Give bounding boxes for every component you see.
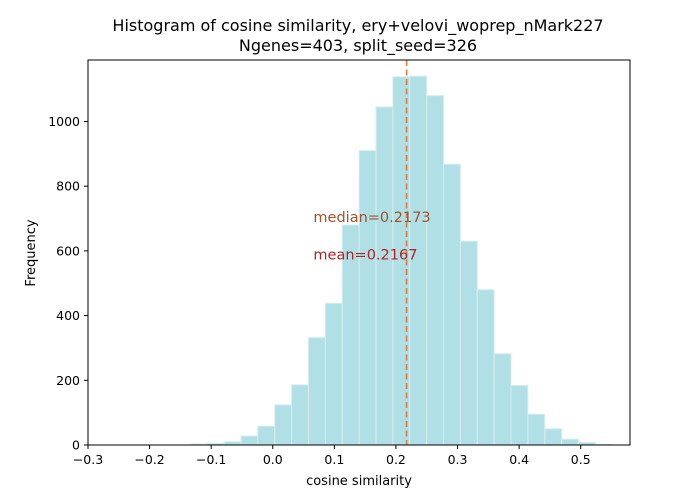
histogram-bar	[375, 106, 394, 446]
histogram-bar	[307, 337, 326, 446]
annotations-group: median=0.2173 mean=0.2167	[313, 210, 430, 264]
y-tick-label: 0	[72, 438, 80, 453]
histogram-bar	[510, 384, 529, 446]
histogram-bar	[493, 353, 512, 446]
histogram-bar	[291, 384, 309, 446]
histogram-bar	[426, 95, 444, 446]
mean-annotation: mean=0.2167	[313, 247, 417, 263]
histogram-bar	[257, 425, 276, 446]
x-tick-label: −0.1	[196, 452, 226, 467]
y-tick-label: 400	[56, 308, 80, 323]
x-axis-ticks: −0.3 −0.2 −0.1 0.0 0.1 0.2 0.3 0.4 0.5	[73, 445, 591, 467]
y-axis-ticks: 0 200 400 600 800 1000	[48, 114, 88, 453]
chart-subtitle: Ngenes=403, split_seed=326	[239, 36, 477, 56]
x-tick-label: 0.1	[324, 452, 344, 467]
median-annotation: median=0.2173	[313, 210, 430, 226]
x-axis-label: cosine similarity	[306, 474, 412, 489]
histogram-bars	[189, 75, 613, 446]
x-tick-label: −0.3	[73, 452, 103, 467]
histogram-bar	[274, 404, 293, 446]
histogram-bar	[358, 150, 377, 446]
histogram-bar	[443, 163, 461, 446]
x-tick-label: −0.2	[134, 452, 164, 467]
y-tick-label: 200	[56, 373, 80, 388]
y-axis-label: Frequency	[24, 219, 39, 286]
x-tick-label: 0.0	[263, 452, 283, 467]
x-tick-label: 0.4	[509, 452, 529, 467]
y-tick-label: 600	[56, 243, 80, 258]
histogram-bar	[240, 435, 259, 446]
x-tick-label: 0.3	[448, 452, 468, 467]
histogram-bar	[527, 413, 546, 446]
y-tick-label: 1000	[48, 114, 80, 129]
y-tick-label: 800	[56, 179, 80, 194]
chart-title: Histogram of cosine similarity, ery+velo…	[112, 16, 603, 36]
histogram-bar	[459, 240, 478, 446]
histogram-bar	[544, 428, 563, 446]
histogram-bar	[476, 289, 495, 446]
x-tick-label: 0.5	[571, 452, 591, 467]
plot-frame	[87, 59, 631, 446]
histogram-bar	[561, 438, 580, 446]
histogram-bar	[324, 302, 343, 446]
x-tick-label: 0.2	[386, 452, 406, 467]
